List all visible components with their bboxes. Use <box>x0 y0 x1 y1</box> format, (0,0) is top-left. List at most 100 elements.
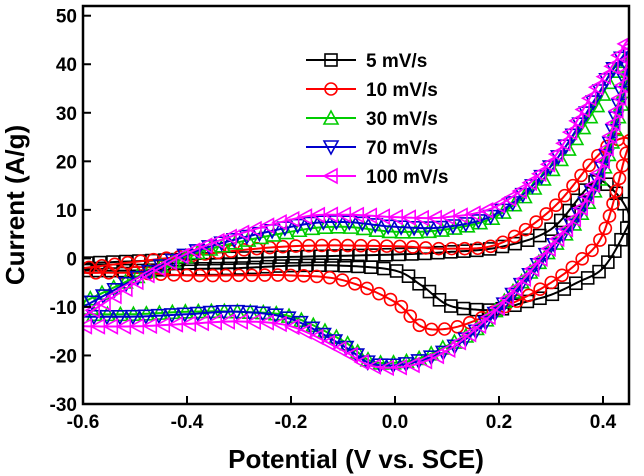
data-point <box>221 261 235 276</box>
data-point <box>567 129 585 146</box>
data-point <box>314 249 328 264</box>
data-point <box>444 219 462 235</box>
data-point <box>565 210 582 228</box>
data-point <box>393 239 407 254</box>
data-point <box>470 241 485 256</box>
data-point <box>301 249 315 264</box>
data-point <box>452 207 468 224</box>
data-point <box>111 310 129 326</box>
data-point <box>612 171 627 186</box>
data-point <box>598 221 613 236</box>
data-point <box>422 284 437 299</box>
data-point <box>610 46 626 64</box>
data-point <box>523 260 540 278</box>
data-point <box>254 306 272 323</box>
y-axis-title: Current (A/g) <box>0 125 30 285</box>
data-point <box>95 294 111 312</box>
data-point <box>315 238 329 253</box>
y-tick-label: 20 <box>56 152 77 173</box>
legend-marker <box>322 140 340 156</box>
data-point <box>284 318 300 336</box>
data-point <box>609 184 624 198</box>
data-point <box>296 269 311 283</box>
data-point <box>548 230 565 248</box>
legend-label: 5 mV/s <box>366 51 427 72</box>
data-point <box>102 265 116 280</box>
data-point <box>405 240 420 254</box>
data-point <box>283 210 300 228</box>
data-point <box>244 268 259 283</box>
data-point <box>539 207 554 221</box>
data-point <box>273 259 287 273</box>
data-point <box>353 248 367 263</box>
data-point <box>511 182 527 200</box>
legend-label: 70 mV/s <box>366 138 438 159</box>
legend-label: 30 mV/s <box>366 109 438 130</box>
data-point <box>588 96 606 113</box>
series-layer <box>83 37 629 377</box>
data-point <box>521 288 536 303</box>
data-point <box>292 315 309 332</box>
data-point <box>167 316 184 333</box>
data-point <box>137 309 155 325</box>
data-point <box>379 219 397 236</box>
data-point <box>580 89 597 107</box>
data-point <box>483 239 498 254</box>
data-point <box>271 315 287 333</box>
data-point <box>286 258 300 273</box>
data-point <box>397 357 415 373</box>
data-point <box>603 57 619 75</box>
data-point <box>544 275 559 290</box>
data-point <box>161 253 178 271</box>
legend-marker <box>322 109 340 125</box>
data-point <box>602 209 617 223</box>
data-point <box>498 289 514 307</box>
data-point <box>446 219 463 235</box>
data-point <box>431 220 449 237</box>
data-point <box>372 286 386 301</box>
data-point <box>574 101 590 118</box>
data-point <box>470 317 487 335</box>
data-point <box>128 273 144 291</box>
data-point <box>412 276 426 291</box>
x-tick-label: 0.0 <box>382 412 408 433</box>
data-point <box>233 224 250 242</box>
data-point <box>568 112 584 130</box>
legend-marker <box>324 82 338 96</box>
data-point <box>507 229 522 244</box>
data-point <box>128 317 145 335</box>
data-point <box>582 158 596 173</box>
data-point <box>432 293 447 307</box>
data-point <box>215 304 233 321</box>
data-point <box>176 307 194 323</box>
data-point <box>271 213 287 231</box>
data-point <box>610 89 627 107</box>
x-tick-label: -0.2 <box>275 412 308 433</box>
data-point <box>392 247 406 262</box>
data-point <box>173 247 189 265</box>
data-point <box>424 322 439 337</box>
data-point <box>348 277 362 291</box>
data-point <box>102 318 119 335</box>
data-point <box>394 299 409 314</box>
data-point <box>392 220 410 236</box>
data-point <box>404 356 420 374</box>
data-point <box>276 239 290 254</box>
data-point <box>354 238 368 253</box>
data-point <box>439 208 455 226</box>
data-point <box>289 218 306 235</box>
data-point <box>115 265 129 280</box>
data-point <box>213 236 230 252</box>
data-point <box>184 242 201 259</box>
data-point <box>557 220 574 238</box>
data-point <box>150 308 168 325</box>
x-axis-title: Potential (V vs. SCE) <box>228 444 484 474</box>
data-point <box>86 305 103 322</box>
data-point <box>246 220 262 238</box>
data-point <box>353 216 371 232</box>
data-point <box>587 78 604 96</box>
data-point <box>200 240 218 256</box>
data-point <box>179 268 194 283</box>
data-point <box>89 318 106 335</box>
data-point <box>489 196 506 214</box>
